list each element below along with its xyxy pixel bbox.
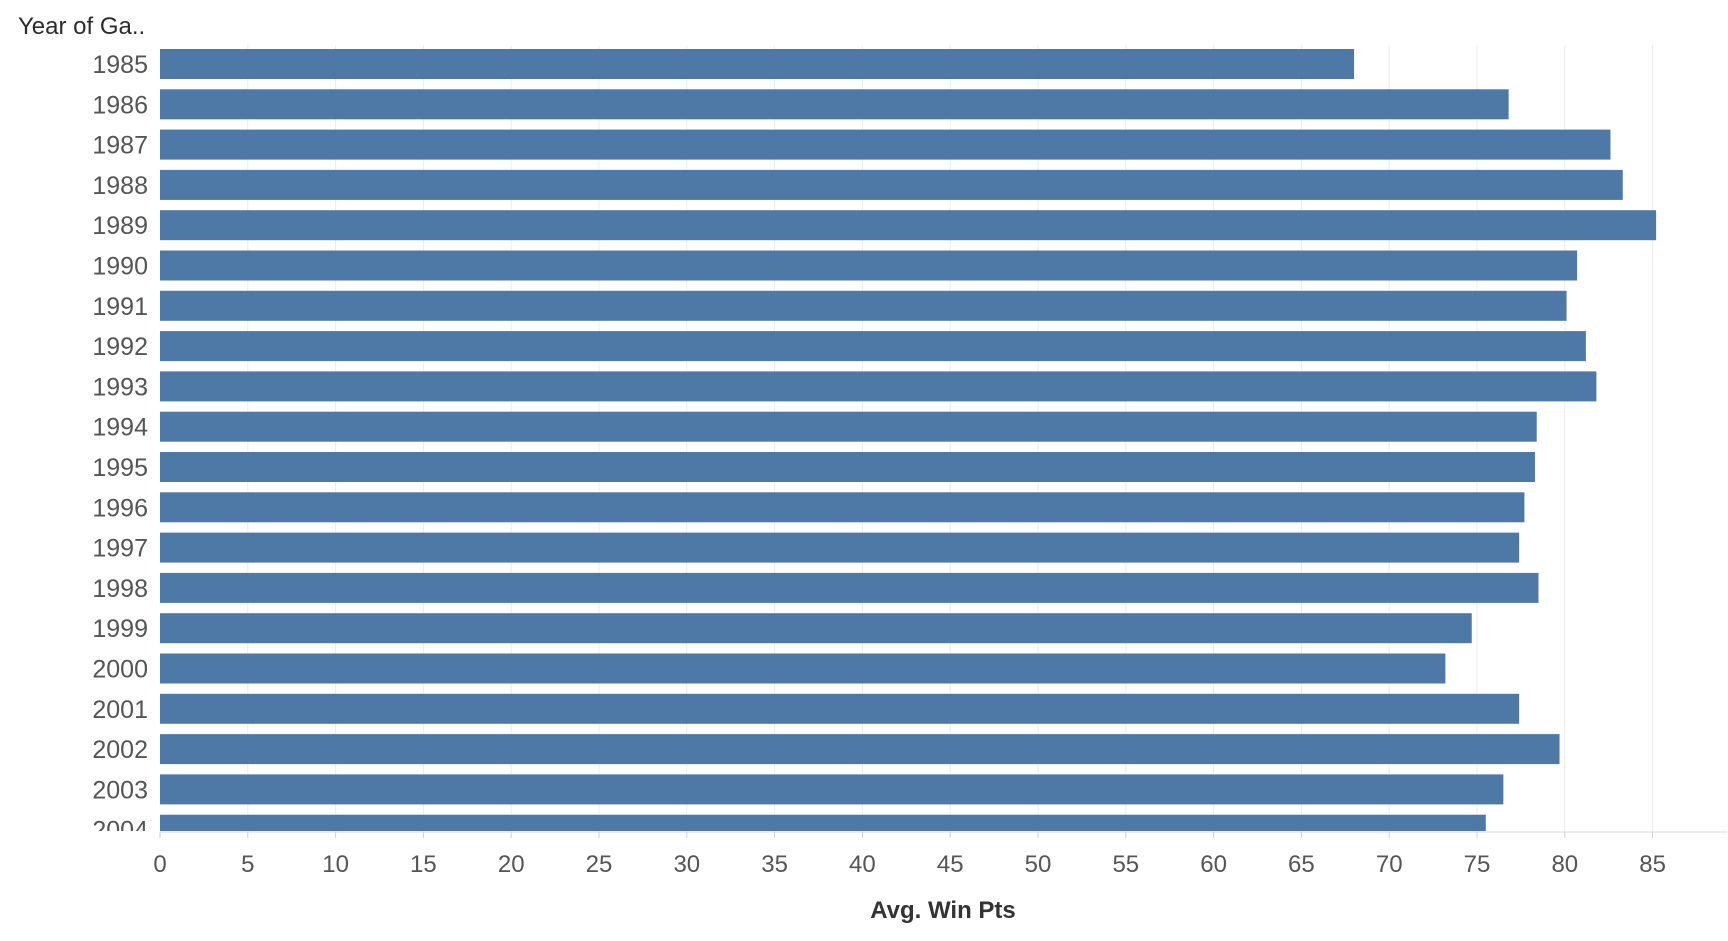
y-tick-label-1986[interactable]: 1986 bbox=[92, 91, 148, 119]
bar-1989[interactable] bbox=[160, 210, 1657, 241]
y-tick-label-2000[interactable]: 2000 bbox=[92, 656, 148, 684]
bar-1991[interactable] bbox=[160, 290, 1567, 321]
y-axis-labels: 1985 1986 1987 1988 1989 1990 1991 1992 1993 1994… bbox=[92, 51, 148, 845]
y-tick-label-2001[interactable]: 2001 bbox=[92, 696, 148, 724]
x-tick-label-55: 55 bbox=[1112, 851, 1139, 878]
y-tick-label-1988[interactable]: 1988 bbox=[92, 172, 148, 200]
x-tick-label-40: 40 bbox=[849, 851, 876, 878]
x-tick-label-0: 0 bbox=[153, 851, 166, 878]
x-tick-label-10: 10 bbox=[322, 851, 349, 878]
y-tick-label-1997[interactable]: 1997 bbox=[92, 535, 148, 563]
bar-1994[interactable] bbox=[160, 411, 1537, 442]
y-tick-label-1996[interactable]: 1996 bbox=[92, 494, 148, 522]
y-tick-label-1985[interactable]: 1985 bbox=[92, 51, 148, 79]
y-tick-label-1992[interactable]: 1992 bbox=[92, 333, 148, 361]
bar-2002[interactable] bbox=[160, 734, 1560, 765]
bar-1992[interactable] bbox=[160, 331, 1586, 362]
bar-1996[interactable] bbox=[160, 492, 1525, 523]
y-tick-label-1995[interactable]: 1995 bbox=[92, 454, 148, 482]
y-tick-label-1998[interactable]: 1998 bbox=[92, 575, 148, 603]
bar-1988[interactable] bbox=[160, 169, 1623, 200]
x-tick-label-20: 20 bbox=[498, 851, 525, 878]
bar-1997[interactable] bbox=[160, 532, 1520, 563]
y-tick-label-1993[interactable]: 1993 bbox=[92, 373, 148, 401]
bar-1995[interactable] bbox=[160, 452, 1535, 482]
bar-1990[interactable] bbox=[160, 250, 1578, 281]
bar-2001[interactable] bbox=[160, 693, 1520, 724]
x-tick-label-65: 65 bbox=[1288, 851, 1315, 878]
y-tick-label-2003[interactable]: 2003 bbox=[92, 776, 148, 804]
x-tick-label-70: 70 bbox=[1376, 851, 1403, 878]
x-tick-label-75: 75 bbox=[1464, 851, 1491, 878]
bar-1985[interactable] bbox=[160, 49, 1355, 79]
y-tick-label-1990[interactable]: 1990 bbox=[92, 253, 148, 281]
bar-1986[interactable] bbox=[160, 89, 1509, 120]
x-tick-label-5: 5 bbox=[241, 851, 254, 878]
x-axis: 0 5 10 15 20 25 30 35 40 45 50 55 60 65 70 75 80 85 bbox=[153, 831, 1727, 878]
bar-1998[interactable] bbox=[160, 572, 1539, 603]
x-tick-label-15: 15 bbox=[410, 851, 437, 878]
y-tick-label-2002[interactable]: 2002 bbox=[92, 736, 148, 764]
bar-2003[interactable] bbox=[160, 774, 1504, 805]
x-tick-label-50: 50 bbox=[1025, 851, 1052, 878]
bars bbox=[160, 49, 1657, 845]
row-header[interactable]: Year of Ga.. bbox=[18, 13, 145, 40]
x-tick-label-60: 60 bbox=[1200, 851, 1227, 878]
y-tick-label-2004[interactable]: 2004 bbox=[92, 817, 148, 845]
y-tick-label-1989[interactable]: 1989 bbox=[92, 212, 148, 240]
x-tick-label-80: 80 bbox=[1551, 851, 1578, 878]
bar-1987[interactable] bbox=[160, 129, 1611, 160]
bar-2004[interactable] bbox=[160, 814, 1486, 845]
bar-2000[interactable] bbox=[160, 653, 1446, 684]
y-tick-label-1987[interactable]: 1987 bbox=[92, 132, 148, 160]
x-tick-label-30: 30 bbox=[673, 851, 700, 878]
x-tick-label-45: 45 bbox=[937, 851, 964, 878]
x-tick-label-35: 35 bbox=[761, 851, 788, 878]
bar-1999[interactable] bbox=[160, 613, 1472, 644]
y-tick-label-1994[interactable]: 1994 bbox=[92, 414, 148, 442]
y-tick-label-1991[interactable]: 1991 bbox=[92, 293, 148, 321]
y-tick-label-1999[interactable]: 1999 bbox=[92, 615, 148, 643]
x-axis-title: Avg. Win Pts bbox=[870, 897, 1016, 924]
bar-1993[interactable] bbox=[160, 371, 1597, 402]
x-tick-label-85: 85 bbox=[1639, 851, 1666, 878]
x-tick-label-25: 25 bbox=[586, 851, 613, 878]
